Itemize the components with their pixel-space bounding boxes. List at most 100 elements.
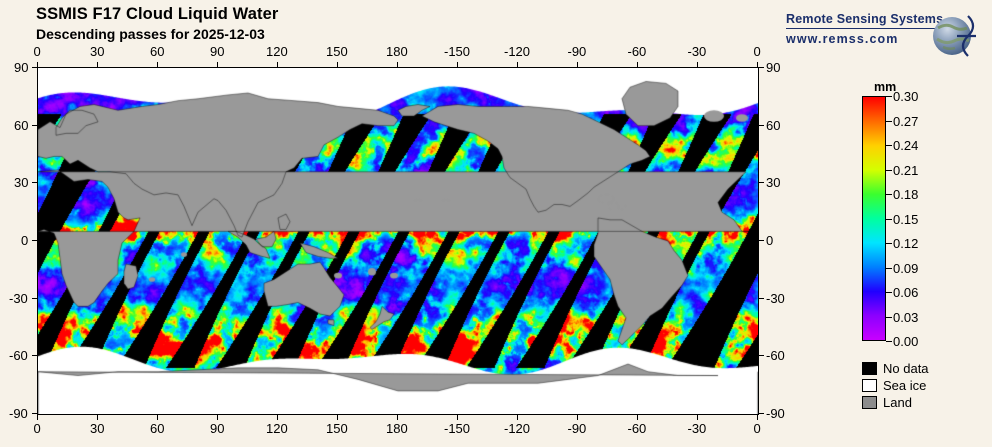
x-tick-label-bottom: -90	[567, 421, 587, 436]
x-tick-bottom	[337, 415, 338, 420]
colorbar-tick	[886, 292, 892, 293]
x-tick-bottom	[217, 415, 218, 420]
x-tick-bottom	[757, 415, 758, 420]
colorbar-tick-label: 0.27	[893, 113, 919, 129]
colorbar[interactable]	[862, 96, 886, 341]
x-tick-label-bottom: 0	[753, 421, 761, 436]
y-tick-left	[32, 67, 37, 68]
x-tick-label-bottom: 0	[33, 421, 41, 436]
y-tick-right	[759, 355, 764, 357]
logo-text: Remote Sensing Systems www.remss.com	[786, 12, 946, 46]
y-tick-left	[32, 240, 37, 241]
page-title: SSMIS F17 Cloud Liquid Water	[36, 5, 279, 23]
colorbar-tick	[886, 243, 892, 244]
x-tick-top	[337, 62, 338, 67]
y-tick-left	[32, 297, 37, 299]
y-tick-label-right: 90	[766, 60, 781, 75]
y-tick-label-right: 0	[766, 233, 774, 248]
y-tick-label-left: -60	[9, 348, 28, 364]
x-tick-label-bottom: 150	[326, 421, 348, 436]
legend-label-sea-ice: Sea ice	[883, 378, 927, 393]
x-tick-bottom	[37, 415, 38, 420]
map-legend: No data Sea ice Land	[862, 360, 929, 411]
y-tick-left	[32, 413, 37, 414]
x-tick-label-top: 120	[266, 44, 288, 59]
x-tick-label-top: 180	[386, 44, 408, 59]
x-tick-label-top: 30	[90, 44, 105, 59]
x-tick-bottom	[577, 415, 578, 420]
colorbar-tick	[886, 169, 892, 171]
colorbar-tick-label: 0.21	[893, 162, 919, 178]
y-tick-right	[759, 124, 764, 126]
x-tick-label-top: 60	[150, 44, 165, 59]
x-tick-label-top: 90	[210, 44, 225, 59]
colorbar-tick	[886, 341, 892, 342]
logo-company-name: Remote Sensing Systems	[786, 12, 944, 26]
legend-item-sea-ice: Sea ice	[862, 377, 929, 394]
y-tick-right	[759, 413, 764, 414]
colorbar-tick-label: 0.24	[893, 138, 919, 153]
x-tick-label-bottom: 60	[150, 421, 165, 436]
logo-divider	[786, 28, 944, 29]
x-tick-bottom	[457, 415, 458, 420]
colorbar-tick-label: 0.06	[893, 285, 919, 300]
colorbar-tick	[886, 145, 892, 146]
x-tick-bottom	[697, 415, 698, 420]
x-tick-top	[517, 62, 518, 67]
x-tick-label-top: -150	[444, 44, 471, 59]
colorbar-tick-label: 0.15	[893, 211, 919, 227]
x-tick-label-top: -90	[567, 44, 587, 59]
y-tick-label-left: 0	[21, 233, 29, 248]
y-tick-left	[32, 355, 37, 357]
colorbar-tick-label: 0.18	[893, 187, 919, 202]
y-tick-label-right: -60	[766, 348, 785, 364]
x-tick-label-bottom: 30	[90, 421, 105, 436]
colorbar-tick	[886, 194, 892, 195]
globe-icon	[933, 15, 976, 57]
x-tick-bottom	[517, 415, 518, 420]
x-tick-label-top: -30	[687, 44, 707, 59]
remss-logo[interactable]: Remote Sensing Systems www.remss.com	[786, 8, 986, 66]
x-tick-top	[217, 62, 218, 67]
colorbar-tick	[886, 218, 892, 220]
page-subtitle: Descending passes for 2025-12-03	[36, 26, 265, 42]
y-tick-label-left: 90	[14, 60, 29, 75]
x-tick-top	[757, 62, 758, 67]
x-tick-label-bottom: 180	[386, 421, 408, 436]
x-tick-top	[37, 62, 38, 67]
x-tick-bottom	[397, 415, 398, 420]
x-tick-top	[637, 62, 638, 67]
x-tick-label-bottom: 120	[266, 421, 288, 436]
y-tick-label-right: -30	[766, 290, 785, 306]
x-tick-top	[397, 62, 398, 67]
colorbar-tick	[886, 316, 892, 318]
legend-swatch-no-data	[862, 362, 877, 375]
y-tick-label-left: -30	[9, 290, 28, 306]
y-tick-label-left: -90	[9, 406, 28, 421]
x-tick-top	[97, 62, 98, 67]
x-tick-top	[157, 62, 158, 67]
y-tick-right	[759, 67, 764, 68]
y-tick-label-left: 30	[14, 175, 29, 191]
y-tick-label-right: 60	[766, 117, 781, 133]
x-tick-label-bottom: -60	[627, 421, 647, 436]
x-tick-label-bottom: -30	[687, 421, 707, 436]
colorbar-tick-label: 0.12	[893, 236, 919, 251]
colorbar-tick-label: 0.09	[893, 260, 919, 276]
y-tick-left	[32, 182, 37, 184]
y-tick-label-right: 30	[766, 175, 781, 191]
y-tick-right	[759, 240, 764, 241]
map-plot-area[interactable]	[37, 67, 759, 415]
x-tick-label-top: 0	[33, 44, 41, 59]
y-tick-right	[759, 297, 764, 299]
legend-label-no-data: No data	[883, 361, 929, 376]
legend-item-no-data: No data	[862, 360, 929, 377]
x-tick-label-top: -120	[504, 44, 531, 59]
colorbar-tick-label: 0.30	[893, 89, 919, 104]
x-tick-label-bottom: 90	[210, 421, 225, 436]
legend-label-land: Land	[883, 395, 912, 410]
x-tick-top	[697, 62, 698, 67]
cloud-liquid-water-map[interactable]	[38, 68, 758, 414]
colorbar-tick	[886, 120, 892, 122]
y-tick-right	[759, 182, 764, 184]
